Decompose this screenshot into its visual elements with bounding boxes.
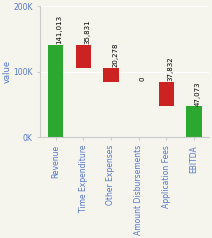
Text: 37,832: 37,832 — [167, 56, 173, 81]
Text: 0: 0 — [140, 76, 146, 81]
Bar — [76, 45, 91, 68]
Bar — [48, 45, 63, 137]
Text: 47,073: 47,073 — [195, 81, 201, 105]
Bar — [186, 106, 202, 137]
Y-axis label: value: value — [3, 60, 12, 83]
Text: 141,013: 141,013 — [57, 15, 63, 44]
Text: 35,831: 35,831 — [84, 19, 90, 44]
Bar — [103, 68, 119, 82]
Bar — [159, 82, 174, 106]
Text: 20,278: 20,278 — [112, 43, 118, 67]
